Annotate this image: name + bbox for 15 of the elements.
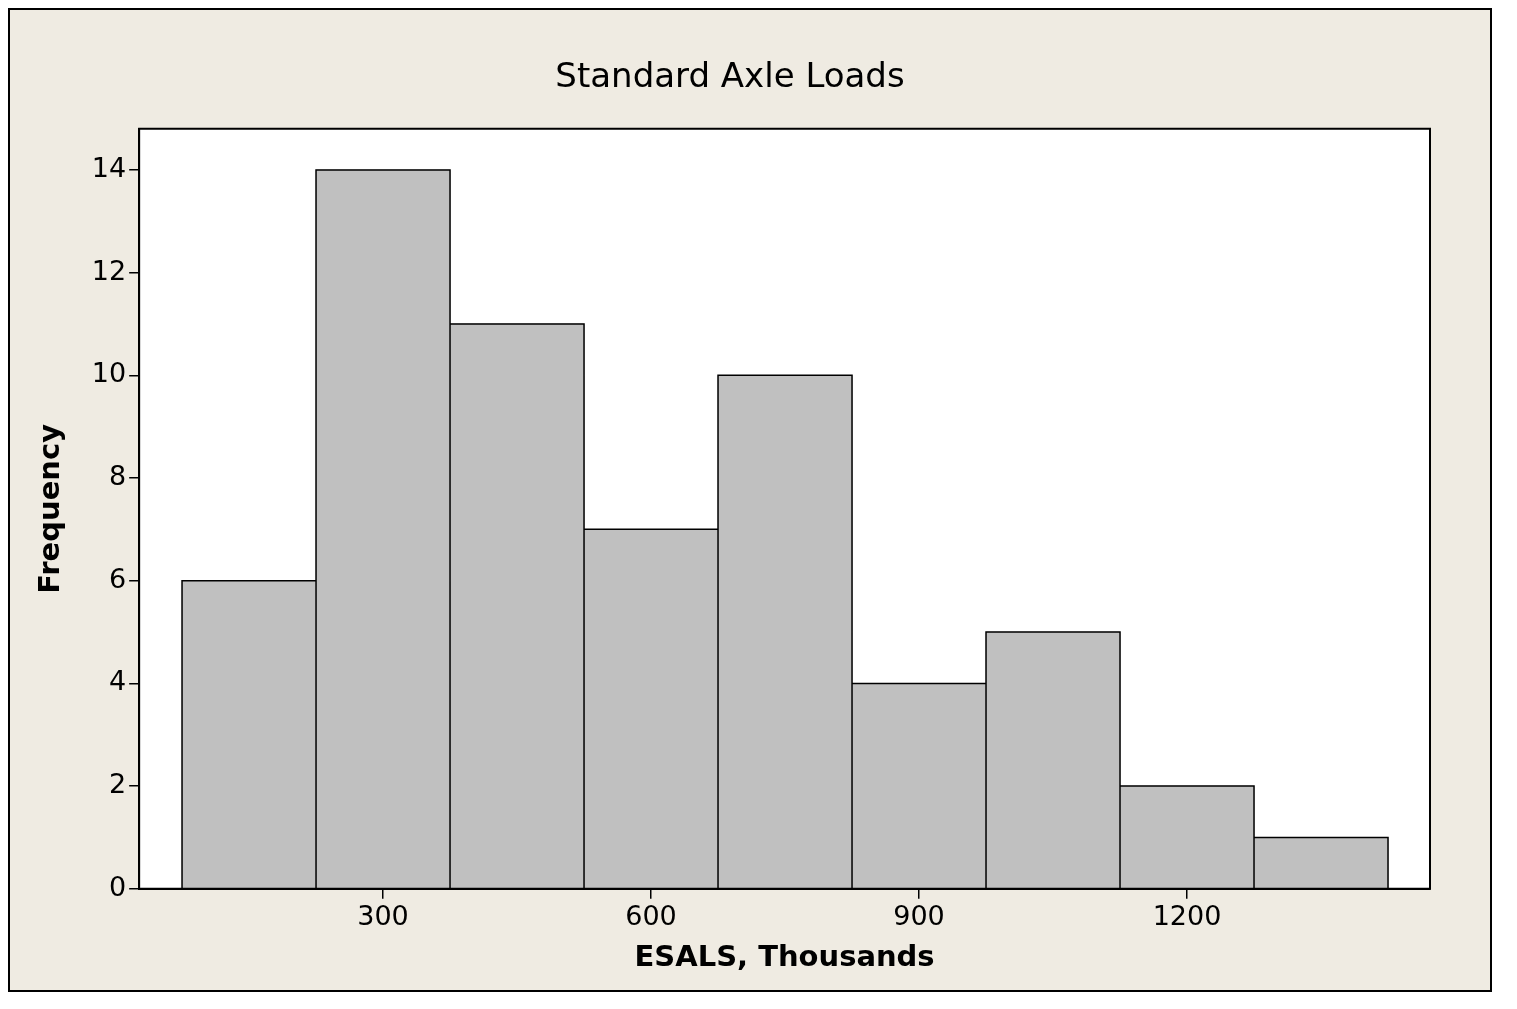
chart-title: Standard Axle Loads xyxy=(555,55,905,96)
y-tick-label: 12 xyxy=(91,254,127,286)
x-tick-label: 600 xyxy=(625,900,677,932)
x-tick-label: 1200 xyxy=(1152,900,1222,932)
y-axis-title: Frequency xyxy=(31,423,66,594)
x-tick-label: 900 xyxy=(893,900,945,932)
y-tick-label: 4 xyxy=(108,665,127,697)
y-tick-label: 10 xyxy=(91,357,127,389)
y-tick-label: 0 xyxy=(108,870,127,902)
y-tick-label: 2 xyxy=(108,768,127,800)
x-tick-label: 300 xyxy=(357,900,409,932)
y-tick-label: 6 xyxy=(108,562,127,594)
y-tick-label: 8 xyxy=(108,460,127,491)
x-axis-title: ESALS, Thousands xyxy=(634,939,935,974)
y-tick-label: 14 xyxy=(91,151,127,183)
